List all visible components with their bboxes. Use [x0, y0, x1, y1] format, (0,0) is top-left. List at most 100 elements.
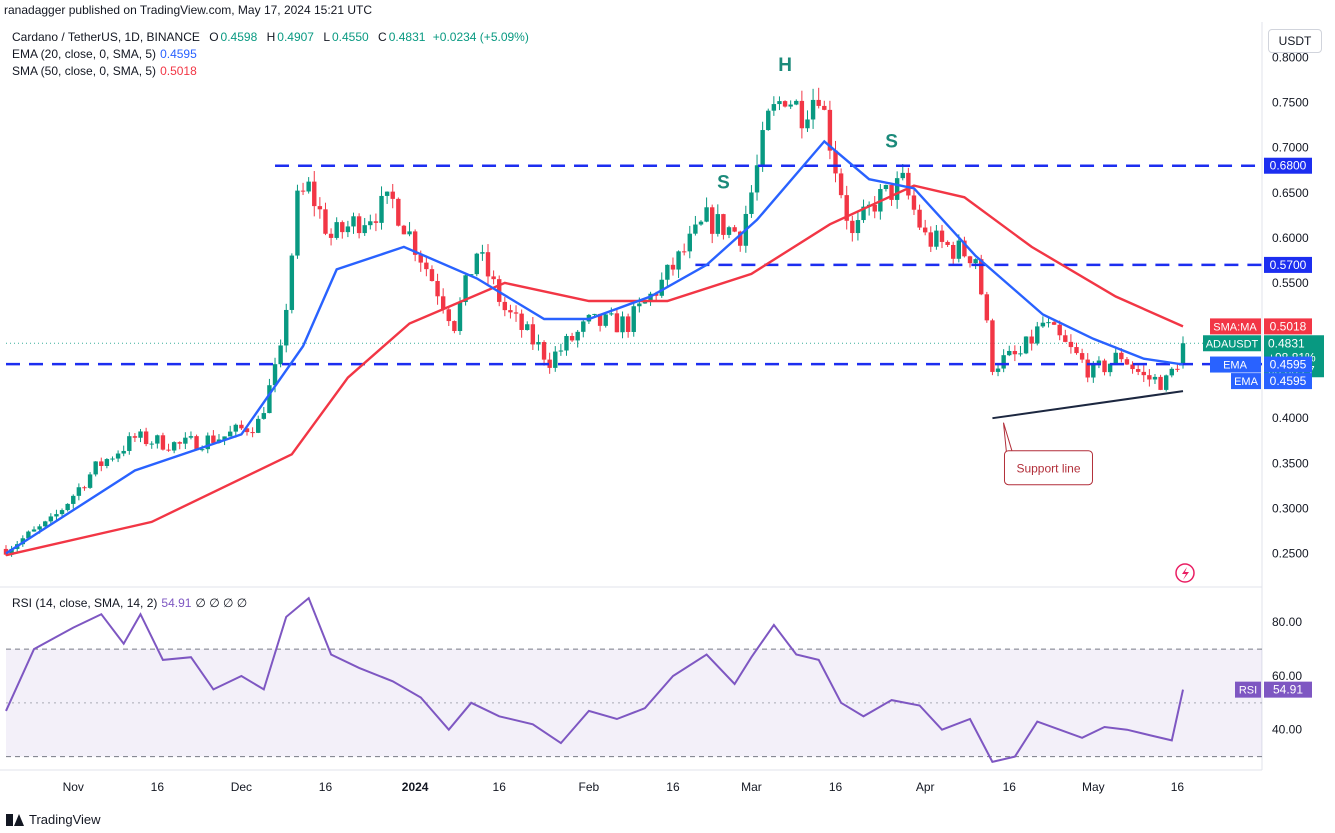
pattern-label: S [717, 172, 730, 193]
candle-body [609, 313, 614, 315]
candle-body [967, 256, 973, 264]
legend-rsi-extra: ∅ ∅ ∅ ∅ [195, 596, 248, 610]
candle-body [1175, 368, 1180, 370]
candle-body [334, 222, 339, 238]
candle-body [771, 104, 777, 111]
candle-body [1169, 368, 1174, 376]
candle-body [805, 119, 810, 129]
candle-body [59, 510, 65, 515]
candle-body [637, 303, 642, 307]
candle-body [569, 336, 575, 341]
candle-body [799, 100, 805, 129]
candle-body [48, 516, 54, 522]
candle-body [1119, 352, 1124, 360]
candle-body [777, 101, 782, 105]
candle-body [171, 442, 177, 451]
candle-body [603, 314, 608, 326]
candle-body [631, 306, 636, 332]
rsi-tick-label: 40.00 [1272, 723, 1302, 737]
candle-body [833, 150, 838, 174]
legend-sma-label: SMA (50, close, 0, SMA, 5) [12, 64, 157, 78]
candle-body [412, 231, 418, 255]
level-price-tag [1264, 256, 1312, 273]
price-tag-value: 0.5018 [1270, 319, 1307, 333]
candle-body [31, 529, 37, 532]
price-tag-bg [1264, 318, 1312, 335]
candle-body [911, 195, 917, 210]
time-tick-label: 16 [1171, 780, 1185, 794]
candle-body [1124, 359, 1130, 365]
legend-ema-row: EMA (20, close, 0, SMA, 5) 0.4595 [12, 47, 197, 61]
candle-body [934, 230, 939, 247]
price-tick-label: 0.6500 [1272, 186, 1309, 200]
candle-body [474, 253, 479, 275]
price-tag-label: SMA:MA [1213, 321, 1257, 333]
currency-unit-button[interactable]: USDT [1268, 29, 1322, 53]
candle-body [132, 436, 138, 438]
candle-body [1023, 336, 1029, 354]
candle-body [26, 531, 31, 539]
rsi-tag-value: 54.91 [1273, 683, 1303, 697]
candle-body [951, 244, 956, 259]
candle-body [177, 442, 182, 444]
candle-body [188, 436, 194, 438]
legend-low: 0.4550 [332, 30, 369, 44]
candle-body [121, 450, 126, 454]
legend-high-label: H [266, 30, 276, 44]
candle-body [149, 443, 154, 445]
price-tag-label-bg [1210, 356, 1261, 373]
published-header: ranadagger published on TradingView.com,… [4, 3, 373, 17]
sma-50-line [5, 184, 1184, 557]
candle-body [211, 435, 216, 443]
time-tick-label: 2024 [402, 780, 429, 794]
candle-body [418, 254, 423, 263]
price-tag-value: 0.4595 [1270, 374, 1307, 388]
candle-body [390, 191, 395, 199]
candle-body [1085, 359, 1090, 378]
candle-body [766, 110, 771, 131]
candle-body [93, 461, 98, 475]
candle-body [37, 526, 42, 530]
legend-close-label: C [378, 30, 387, 44]
candle-body [446, 309, 451, 322]
candle-body [138, 431, 143, 438]
candle-body [110, 458, 115, 460]
candle-body [1040, 322, 1046, 327]
candle-body [295, 190, 300, 256]
candle-body [782, 101, 788, 107]
legend-rsi-label: RSI (14, close, SMA, 14, 2) [12, 596, 158, 610]
candle-body [906, 172, 911, 196]
price-tag-bg [1264, 356, 1312, 373]
candle-body [379, 195, 384, 223]
candle-body [984, 294, 990, 321]
candle-body [502, 301, 508, 311]
candle-body [194, 436, 199, 451]
candle-body [284, 309, 289, 346]
candle-body [452, 321, 457, 332]
candle-body [592, 313, 597, 315]
candle-body [810, 99, 816, 120]
time-tick-label: 16 [319, 780, 333, 794]
candle-body [844, 195, 849, 221]
candle-body [199, 449, 205, 451]
candle-body [704, 207, 709, 222]
rsi-line [5, 596, 1184, 764]
candle-body [1035, 326, 1040, 344]
price-tick-label: 0.3500 [1272, 456, 1309, 470]
rsi-tag-label: RSI [1239, 685, 1257, 697]
candle-body [794, 100, 799, 105]
price-tick-label: 0.2500 [1272, 546, 1309, 560]
candle-body [519, 313, 524, 330]
legend-rsi-row: RSI (14, close, SMA, 14, 2) 54.91 ∅ ∅ ∅ ∅ [12, 596, 247, 610]
legend-close: 0.4831 [388, 30, 426, 44]
candle-body [160, 435, 166, 450]
candle-body [373, 221, 379, 223]
candle-body [693, 224, 698, 234]
candle-body [396, 198, 401, 226]
candle-body [65, 503, 70, 511]
candle-body [687, 233, 692, 252]
candle-body [1091, 363, 1096, 378]
candle-body [345, 226, 351, 233]
candle-body [43, 521, 48, 527]
candle-body [76, 487, 82, 496]
